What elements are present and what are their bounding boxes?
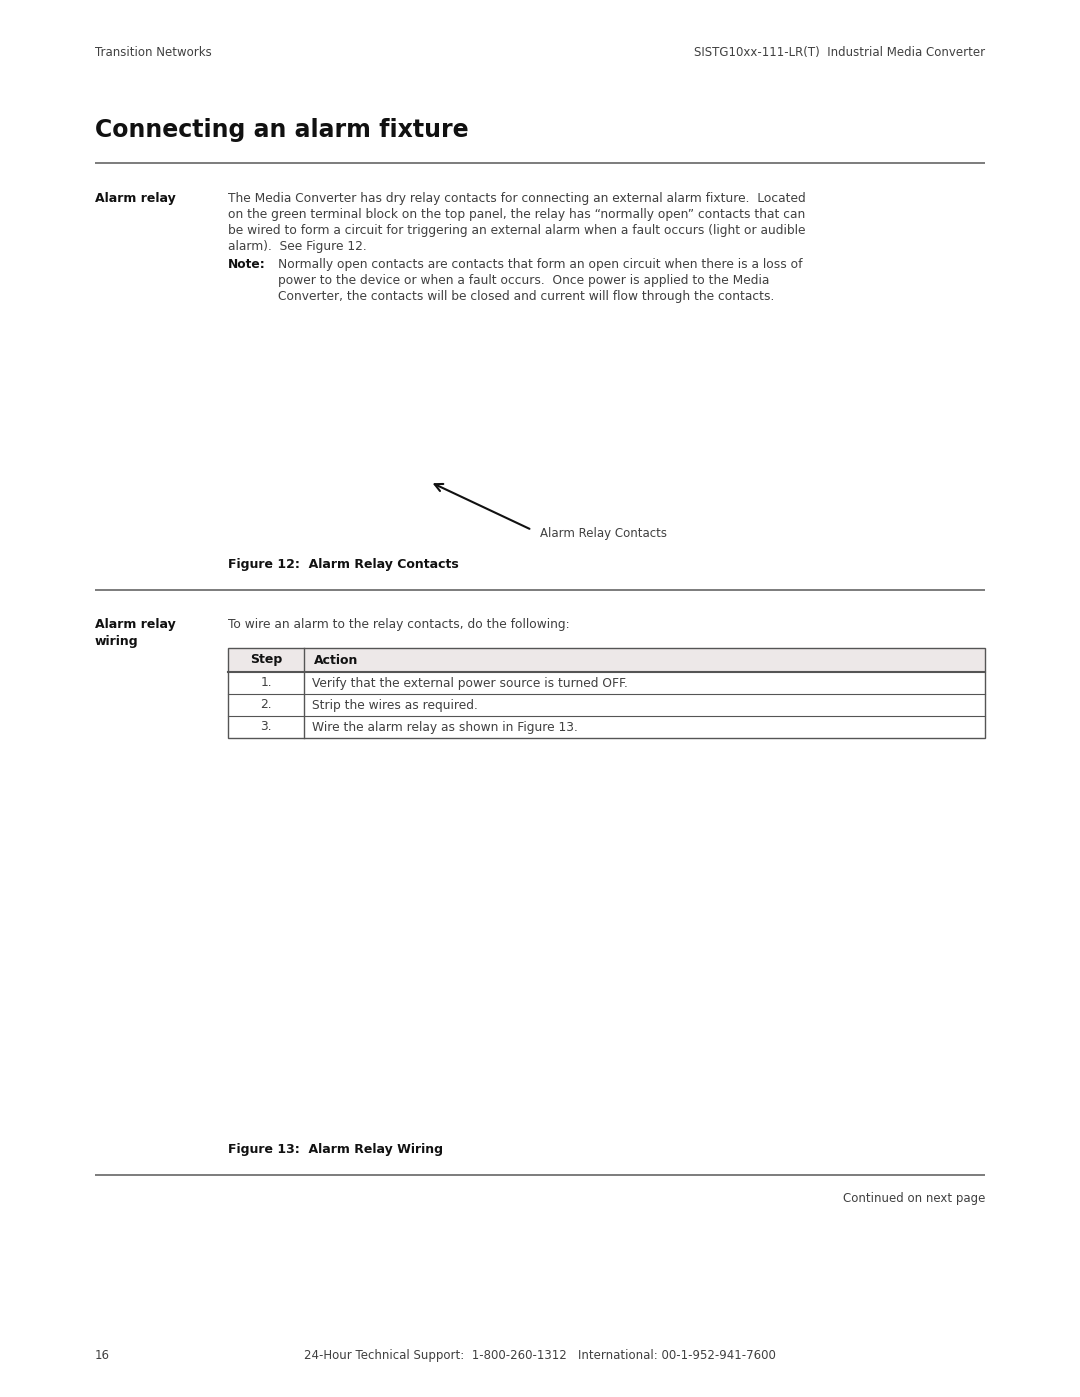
Text: Converter, the contacts will be closed and current will flow through the contact: Converter, the contacts will be closed a…	[278, 291, 774, 303]
Text: Step: Step	[249, 654, 282, 666]
Text: Action: Action	[314, 654, 359, 666]
Text: 24-Hour Technical Support:  1-800-260-1312   International: 00-1-952-941-7600: 24-Hour Technical Support: 1-800-260-131…	[305, 1350, 775, 1362]
Text: Normally open contacts are contacts that form an open circuit when there is a lo: Normally open contacts are contacts that…	[278, 258, 802, 271]
Text: power to the device or when a fault occurs.  Once power is applied to the Media: power to the device or when a fault occu…	[278, 274, 769, 286]
Text: Note:: Note:	[228, 258, 266, 271]
Text: Strip the wires as required.: Strip the wires as required.	[312, 698, 477, 711]
Text: alarm).  See Figure 12.: alarm). See Figure 12.	[228, 240, 367, 253]
Text: wiring: wiring	[95, 636, 138, 648]
Text: 2.: 2.	[260, 698, 272, 711]
Bar	[228, 648, 985, 738]
Text: 3.: 3.	[260, 721, 272, 733]
Text: The Media Converter has dry relay contacts for connecting an external alarm fixt: The Media Converter has dry relay contac…	[228, 191, 806, 205]
Text: 16: 16	[95, 1350, 110, 1362]
Text: Transition Networks: Transition Networks	[95, 46, 212, 59]
Text: To wire an alarm to the relay contacts, do the following:: To wire an alarm to the relay contacts, …	[228, 617, 569, 631]
Text: Continued on next page: Continued on next page	[842, 1192, 985, 1206]
Text: Figure 12:  Alarm Relay Contacts: Figure 12: Alarm Relay Contacts	[228, 557, 459, 571]
Text: Alarm relay: Alarm relay	[95, 191, 176, 205]
Text: Figure 13:  Alarm Relay Wiring: Figure 13: Alarm Relay Wiring	[228, 1143, 443, 1155]
Text: Verify that the external power source is turned OFF.: Verify that the external power source is…	[312, 676, 627, 690]
Text: Alarm Relay Contacts: Alarm Relay Contacts	[540, 527, 667, 541]
Text: 1.: 1.	[260, 676, 272, 690]
Text: SISTG10xx-111-LR(T)  Industrial Media Converter: SISTG10xx-111-LR(T) Industrial Media Con…	[693, 46, 985, 59]
Text: Wire the alarm relay as shown in Figure 13.: Wire the alarm relay as shown in Figure …	[312, 721, 578, 733]
Text: Connecting an alarm fixture: Connecting an alarm fixture	[95, 117, 469, 142]
Text: on the green terminal block on the top panel, the relay has “normally open” cont: on the green terminal block on the top p…	[228, 208, 806, 221]
Text: be wired to form a circuit for triggering an external alarm when a fault occurs : be wired to form a circuit for triggerin…	[228, 224, 806, 237]
Text: Alarm relay: Alarm relay	[95, 617, 176, 631]
Bar	[228, 648, 985, 672]
